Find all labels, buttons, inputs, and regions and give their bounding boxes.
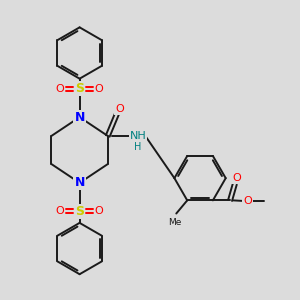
Text: N: N (74, 111, 85, 124)
Text: O: O (56, 84, 64, 94)
Text: N: N (74, 176, 85, 189)
Text: H: H (134, 142, 142, 152)
Text: O: O (243, 196, 252, 206)
Text: O: O (56, 206, 64, 216)
Text: O: O (115, 104, 124, 114)
Text: O: O (232, 173, 241, 184)
Text: S: S (75, 205, 84, 218)
Text: Me: Me (168, 218, 182, 227)
Text: NH: NH (130, 131, 146, 141)
Text: O: O (94, 206, 103, 216)
Text: S: S (75, 82, 84, 95)
Text: O: O (94, 84, 103, 94)
